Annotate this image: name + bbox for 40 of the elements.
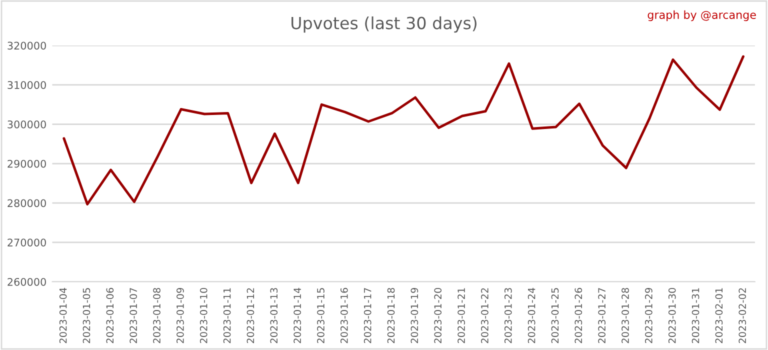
x-tick-label: 2023-01-18	[387, 288, 395, 344]
y-tick-label: 300000	[8, 120, 46, 128]
x-tick-label: 2023-01-14	[294, 288, 301, 344]
x-tick-label: 2023-01-22	[481, 288, 488, 344]
x-tick-label: 2023-01-04	[59, 288, 67, 344]
chart-title: Upvotes (last 30 days)	[292, 16, 476, 33]
x-tick-label: 2023-01-19	[410, 288, 418, 344]
text: graph by @arcange	[648, 10, 756, 22]
x-tick-label: 2023-01-26	[574, 288, 582, 344]
x-tick-label: 2023-02-02	[738, 288, 746, 344]
x-tick-label: 2023-01-28	[622, 288, 629, 344]
x-tick-label: 2023-01-24	[528, 288, 536, 344]
y-tick-label: 280000	[8, 199, 46, 208]
x-tick-label: 2023-01-20	[434, 288, 442, 344]
x-tick-label: 2023-01-08	[153, 288, 160, 344]
line-series	[62, 55, 744, 206]
y-tick-label: 270000	[8, 238, 46, 246]
y-tick-label: 310000	[8, 81, 46, 89]
y-tick-label: 290000	[8, 160, 46, 168]
x-tick-label: 2023-01-27	[598, 288, 606, 344]
x-tick-label: 2023-01-25	[551, 288, 559, 344]
x-tick-label: 2023-01-17	[364, 288, 372, 344]
x-tick-label: 2023-02-01	[715, 288, 723, 344]
x-tick-label: 2023-01-15	[317, 288, 324, 344]
x-tick-label: 2023-01-09	[176, 288, 184, 344]
x-tick-label: 2023-01-06	[106, 288, 114, 344]
y-tick-label: 320000	[8, 42, 46, 50]
x-tick-label: 2023-01-23	[504, 288, 512, 344]
x-tick-label: 2023-01-10	[200, 288, 208, 344]
x-tick-label: 2023-01-31	[692, 288, 700, 344]
x-tick-label: 2023-01-13	[270, 288, 278, 344]
x-tick-label: 2023-01-16	[340, 288, 348, 344]
x-tick-label: 2023-01-29	[645, 288, 652, 344]
y-tick-label: 260000	[8, 278, 46, 286]
x-tick-label: 2023-01-07	[130, 288, 138, 344]
x-tick-label: 2023-01-30	[668, 288, 676, 344]
x-tick-label: 2023-01-05	[82, 288, 90, 344]
x-tick-label: 2023-01-21	[458, 288, 465, 344]
x-tick-label: 2023-01-12	[246, 288, 254, 344]
x-tick-label: 2023-01-11	[223, 288, 231, 344]
